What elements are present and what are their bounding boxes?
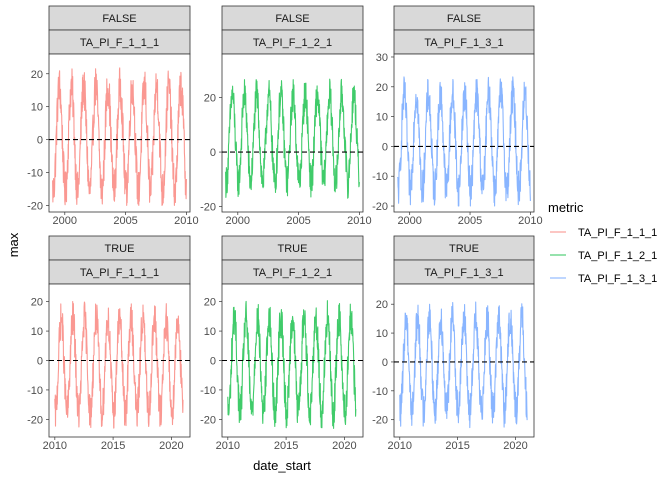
y-tick-label: 20: [204, 297, 216, 309]
y-tick-label: -20: [200, 202, 216, 214]
strip-row-label: TRUE: [278, 243, 308, 255]
x-tick-label: 2000: [397, 215, 421, 227]
legend-label: TA_PI_F_1_3_1: [578, 273, 657, 285]
facet-panel: FALSE TA_PI_F_1_2_1 -20 0 20 2000 2005 2010: [200, 5, 372, 227]
facet-panel: FALSE TA_PI_F_1_1_1 -20 -10 0 10 20 2000 2005 201…: [27, 5, 199, 227]
strip-metric-label: TA_PI_F_1_3_1: [424, 267, 503, 279]
x-tick-label: 2015: [274, 440, 298, 452]
x-tick-label: 2020: [503, 440, 527, 452]
x-tick-label: 2015: [445, 440, 469, 452]
strip-metric-background: [221, 259, 364, 285]
y-tick-label: 20: [204, 93, 216, 105]
series-line: [54, 301, 184, 429]
panel-background: [393, 53, 535, 213]
x-tick-label: 2020: [159, 440, 183, 452]
strip-metric-background: [48, 29, 191, 55]
strip-row-background: [221, 235, 364, 261]
strip-row-background: [393, 5, 535, 31]
strip-row-background: [48, 235, 191, 261]
panel-background: [221, 53, 364, 213]
strip-row-label: TRUE: [105, 243, 135, 255]
y-tick-label: -10: [27, 168, 43, 180]
strip-row-label: FALSE: [102, 13, 136, 25]
series-line: [399, 301, 528, 429]
y-tick-label: -20: [372, 415, 388, 427]
strip-metric-background: [393, 29, 535, 55]
facet-panel: TRUE TA_PI_F_1_2_1 -20 -10 0 10 20 2010 2015 2020: [200, 235, 364, 452]
strip-row-background: [48, 5, 191, 31]
strip-metric-label: TA_PI_F_1_1_1: [80, 267, 159, 279]
y-tick-label: 20: [31, 297, 43, 309]
legend: metric TA_PI_F_1_1_1TA_PI_F_1_2_1TA_PI_F…: [548, 200, 657, 285]
legend-label: TA_PI_F_1_2_1: [578, 250, 657, 262]
x-tick-label: 2010: [174, 215, 198, 227]
x-tick-label: 2010: [518, 215, 542, 227]
strip-metric-label: TA_PI_F_1_2_1: [253, 267, 332, 279]
y-tick-label: -10: [200, 385, 216, 397]
strip-row-label: TRUE: [449, 243, 479, 255]
facet-panel: TRUE TA_PI_F_1_1_1 -20 -10 0 10 20 2010 2015 2020: [27, 235, 191, 452]
x-axis-title: date_start: [253, 458, 311, 473]
strip-row-background: [393, 235, 535, 261]
x-tick-label: 2010: [388, 440, 412, 452]
y-tick-label: 10: [31, 326, 43, 338]
series-line: [227, 300, 357, 429]
y-tick-label: 10: [376, 112, 388, 124]
y-tick-label: 0: [37, 356, 43, 368]
x-tick-label: 2005: [286, 215, 310, 227]
y-tick-label: -10: [372, 386, 388, 398]
series-line: [225, 78, 360, 199]
y-tick-label: 30: [376, 52, 388, 64]
x-tick-label: 2015: [101, 440, 125, 452]
legend-label: TA_PI_F_1_1_1: [578, 227, 657, 239]
y-tick-label: -10: [27, 385, 43, 397]
strip-metric-label: TA_PI_F_1_3_1: [424, 37, 503, 49]
strip-row-label: FALSE: [275, 13, 309, 25]
strip-metric-background: [393, 259, 535, 285]
y-tick-label: 20: [376, 82, 388, 94]
x-tick-label: 2000: [226, 215, 250, 227]
y-tick-label: 0: [37, 135, 43, 147]
series-line: [52, 67, 187, 206]
x-tick-label: 2005: [458, 215, 482, 227]
y-tick-label: 20: [376, 299, 388, 311]
x-tick-label: 2010: [216, 440, 240, 452]
x-tick-label: 2010: [347, 215, 371, 227]
y-tick-label: 10: [376, 328, 388, 340]
y-tick-label: 0: [382, 141, 388, 153]
strip-metric-label: TA_PI_F_1_2_1: [253, 37, 332, 49]
series-line: [397, 76, 531, 207]
y-tick-label: -20: [27, 200, 43, 212]
y-tick-label: 0: [210, 147, 216, 159]
y-tick-label: -10: [372, 171, 388, 183]
legend-title: metric: [548, 200, 584, 215]
y-tick-label: 20: [31, 69, 43, 81]
strip-metric-background: [48, 259, 191, 285]
y-axis-title: max: [6, 232, 21, 257]
facet-panel: TRUE TA_PI_F_1_3_1 -20 -10 0 10 20 2010 2015 2020: [372, 235, 535, 452]
y-tick-label: -20: [372, 201, 388, 213]
x-tick-label: 2010: [43, 440, 67, 452]
x-tick-label: 2005: [113, 215, 137, 227]
x-tick-label: 2020: [332, 440, 356, 452]
strip-metric-label: TA_PI_F_1_1_1: [80, 37, 159, 49]
x-tick-label: 2000: [53, 215, 77, 227]
y-tick-label: 0: [382, 357, 388, 369]
strip-row-label: FALSE: [447, 13, 481, 25]
y-tick-label: 10: [204, 326, 216, 338]
facet-panel: FALSE TA_PI_F_1_3_1 -20 -10 0 10 20 30 2000 2005 2…: [372, 5, 543, 227]
y-tick-label: -20: [200, 414, 216, 426]
y-tick-label: 10: [31, 102, 43, 114]
y-tick-label: 0: [210, 356, 216, 368]
y-tick-label: -20: [27, 414, 43, 426]
legend-items: TA_PI_F_1_1_1 TA_PI_F_1_2_1 TA_PI_F_1_3_1: [550, 227, 657, 285]
